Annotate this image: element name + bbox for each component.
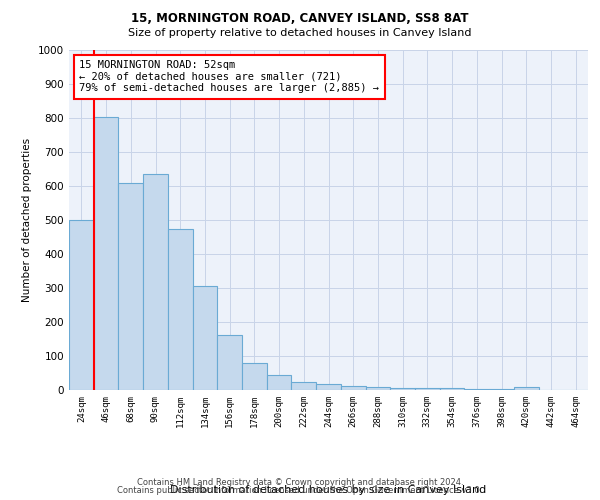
X-axis label: Distribution of detached houses by size in Canvey Island: Distribution of detached houses by size … [170, 486, 487, 496]
Bar [316, 384, 341, 390]
Bar [143, 174, 168, 390]
Bar [341, 386, 365, 390]
Text: Size of property relative to detached houses in Canvey Island: Size of property relative to detached ho… [128, 28, 472, 38]
Text: 15 MORNINGTON ROAD: 52sqm
← 20% of detached houses are smaller (721)
79% of semi: 15 MORNINGTON ROAD: 52sqm ← 20% of detac… [79, 60, 379, 94]
Bar [69, 220, 94, 390]
Text: Contains public sector information licensed under the Open Government Licence v3: Contains public sector information licen… [118, 486, 482, 495]
Bar [415, 388, 440, 390]
Bar [390, 388, 415, 390]
Bar [193, 286, 217, 390]
Bar [514, 388, 539, 390]
Text: 15, MORNINGTON ROAD, CANVEY ISLAND, SS8 8AT: 15, MORNINGTON ROAD, CANVEY ISLAND, SS8 … [131, 12, 469, 26]
Bar [168, 229, 193, 390]
Bar [440, 388, 464, 390]
Bar [94, 117, 118, 390]
Bar [292, 382, 316, 390]
Text: Contains HM Land Registry data © Crown copyright and database right 2024.: Contains HM Land Registry data © Crown c… [137, 478, 463, 487]
Bar [118, 182, 143, 390]
Y-axis label: Number of detached properties: Number of detached properties [22, 138, 32, 302]
Bar [267, 374, 292, 390]
Bar [217, 334, 242, 390]
Bar [365, 386, 390, 390]
Bar [242, 364, 267, 390]
